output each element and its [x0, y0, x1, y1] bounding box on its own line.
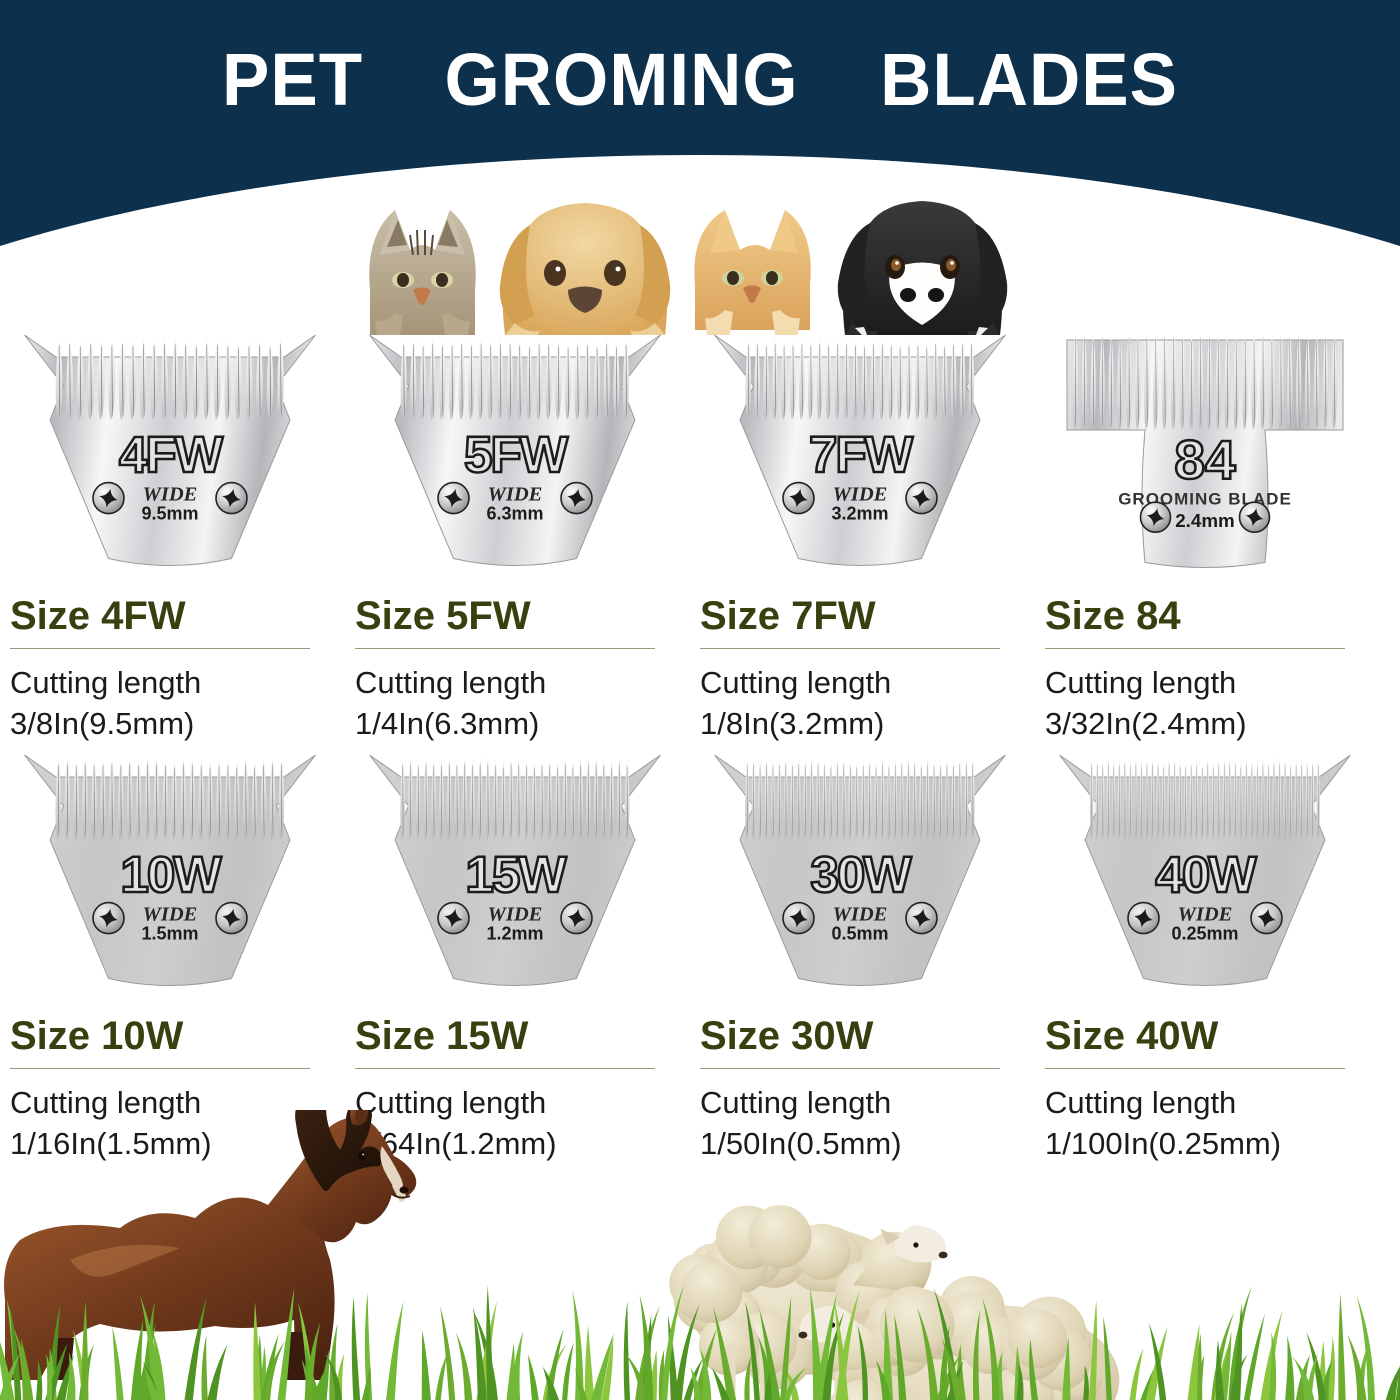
svg-text:WIDE: WIDE	[833, 484, 888, 506]
svg-text:0.25mm: 0.25mm	[1171, 923, 1238, 943]
svg-text:WIDE: WIDE	[143, 484, 198, 506]
svg-text:GROOMING BLADE: GROOMING BLADE	[1118, 490, 1292, 509]
svg-text:4FW: 4FW	[119, 426, 224, 483]
svg-text:WIDE: WIDE	[488, 484, 543, 506]
svg-text:5FW: 5FW	[464, 426, 569, 483]
svg-text:1.5mm: 1.5mm	[141, 923, 198, 943]
svg-text:0.5mm: 0.5mm	[831, 923, 888, 943]
svg-text:2.4mm: 2.4mm	[1175, 510, 1235, 531]
svg-text:1.2mm: 1.2mm	[486, 923, 543, 943]
svg-text:15W: 15W	[465, 846, 567, 903]
svg-text:WIDE: WIDE	[833, 904, 888, 926]
svg-text:9.5mm: 9.5mm	[141, 503, 198, 523]
svg-text:3.2mm: 3.2mm	[831, 503, 888, 523]
svg-text:30W: 30W	[810, 846, 912, 903]
svg-text:10W: 10W	[120, 846, 222, 903]
svg-text:6.3mm: 6.3mm	[486, 503, 543, 523]
svg-text:WIDE: WIDE	[488, 904, 543, 926]
svg-text:WIDE: WIDE	[1178, 904, 1233, 926]
svg-text:40W: 40W	[1155, 846, 1257, 903]
svg-text:7FW: 7FW	[809, 426, 914, 483]
svg-text:WIDE: WIDE	[143, 904, 198, 926]
svg-text:84: 84	[1174, 428, 1236, 490]
